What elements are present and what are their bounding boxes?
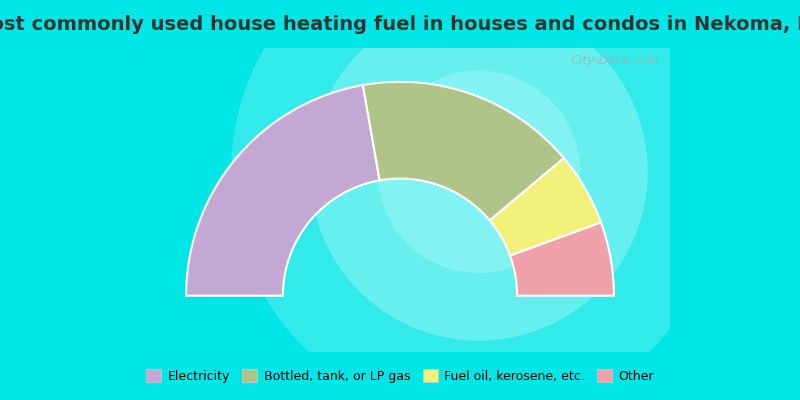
Wedge shape bbox=[510, 222, 614, 296]
Text: Most commonly used house heating fuel in houses and condos in Nekoma, ND: Most commonly used house heating fuel in… bbox=[0, 14, 800, 34]
Circle shape bbox=[378, 70, 580, 273]
Wedge shape bbox=[490, 158, 601, 256]
Wedge shape bbox=[363, 82, 564, 220]
Circle shape bbox=[231, 0, 726, 400]
Circle shape bbox=[310, 3, 648, 341]
Text: City-Data.com: City-Data.com bbox=[570, 54, 659, 67]
Wedge shape bbox=[186, 85, 380, 296]
Legend: Electricity, Bottled, tank, or LP gas, Fuel oil, kerosene, etc., Other: Electricity, Bottled, tank, or LP gas, F… bbox=[141, 364, 659, 388]
